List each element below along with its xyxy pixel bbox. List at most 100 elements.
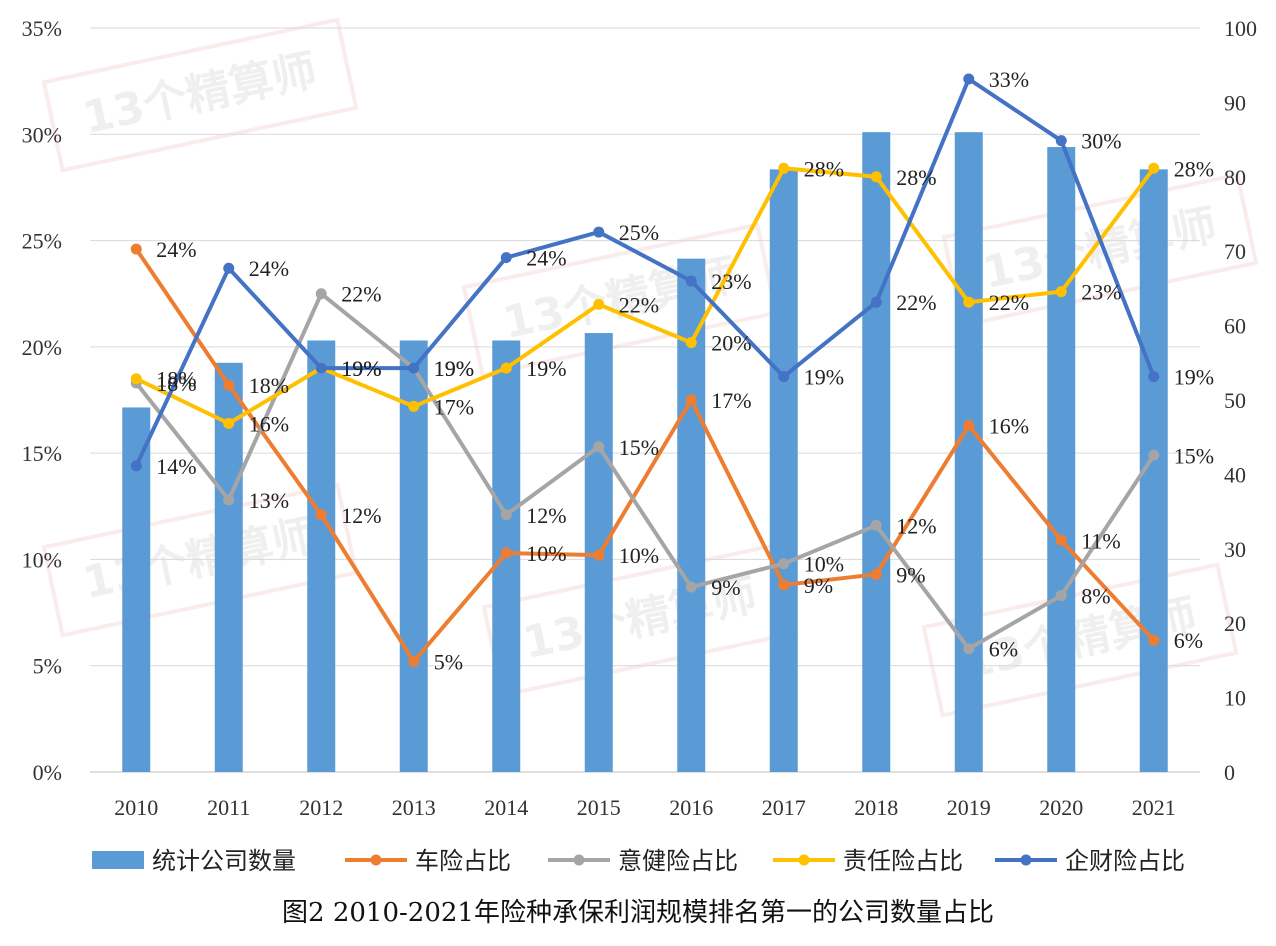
chart-caption: 图2 2010-2021年险种承保利润规模排名第一的公司数量占比 <box>282 898 994 928</box>
bar-2018 <box>862 132 891 772</box>
data-label-0-2014: 10% <box>526 541 566 566</box>
point-0-2017 <box>778 579 790 591</box>
point-0-2021 <box>1148 634 1160 646</box>
data-label-3-2021: 19% <box>1174 365 1214 390</box>
right-tick-label: 100 <box>1224 16 1257 41</box>
left-tick-label: 15% <box>22 441 62 466</box>
data-label-2-2010: 18% <box>156 367 196 392</box>
left-tick-label: 0% <box>33 760 62 785</box>
data-label-1-2017: 10% <box>804 552 844 577</box>
point-2-2015 <box>593 298 605 310</box>
legend-marker <box>573 854 585 866</box>
data-label-2-2018: 28% <box>896 165 936 190</box>
watermark-frame <box>461 222 779 378</box>
data-label-1-2016: 9% <box>711 575 740 600</box>
legend-item-3: 责任险占比 <box>773 847 963 875</box>
x-tick-label-2021: 2021 <box>1132 795 1176 820</box>
data-label-3-2010: 14% <box>156 454 196 479</box>
point-0-2013 <box>408 655 420 667</box>
right-tick-label: 70 <box>1224 239 1246 264</box>
right-tick-label: 40 <box>1224 462 1246 487</box>
data-label-2-2021: 28% <box>1174 156 1214 181</box>
x-tick-label-2010: 2010 <box>114 795 158 820</box>
data-label-3-2020: 30% <box>1081 129 1121 154</box>
legend-label: 统计公司数量 <box>152 847 296 875</box>
watermark-frame <box>41 17 359 173</box>
data-label-0-2016: 17% <box>711 388 751 413</box>
legend-marker <box>798 854 810 866</box>
point-3-2018 <box>870 296 882 308</box>
point-2-2013 <box>408 400 420 412</box>
data-label-2-2016: 20% <box>711 331 751 356</box>
line-0 <box>134 247 1156 664</box>
point-1-2015 <box>593 441 605 453</box>
data-label-0-2015: 10% <box>619 543 659 568</box>
x-tick-label-2015: 2015 <box>577 795 621 820</box>
point-1-2012 <box>315 288 327 300</box>
point-3-2017 <box>778 371 790 383</box>
left-tick-label: 35% <box>22 16 62 41</box>
data-label-0-2017: 9% <box>804 573 833 598</box>
point-0-2015 <box>593 549 605 561</box>
bar-2013 <box>399 340 428 772</box>
right-tick-label: 20 <box>1224 611 1246 636</box>
data-label-2-2012: 19% <box>341 356 381 381</box>
point-1-2020 <box>1055 590 1067 602</box>
data-label-3-2011: 24% <box>249 256 289 281</box>
data-label-2-2019: 22% <box>989 290 1029 315</box>
data-label-3-2018: 22% <box>896 290 936 315</box>
point-3-2015 <box>593 226 605 238</box>
point-3-2021 <box>1148 371 1160 383</box>
data-label-1-2018: 12% <box>896 513 936 538</box>
watermark-frame <box>41 482 359 638</box>
point-0-2014 <box>500 547 512 559</box>
data-label-2-2013: 17% <box>434 394 474 419</box>
point-0-2012 <box>315 509 327 521</box>
data-label-3-2016: 23% <box>711 269 751 294</box>
data-labels: 24% 18% 12% 5% 10% 10% 17% 9% 9% 16% 11% 6% 18% 13% 22… <box>156 67 1214 674</box>
data-label-3-2015: 25% <box>619 220 659 245</box>
legend-label: 企财险占比 <box>1065 847 1185 875</box>
data-label-3-2017: 19% <box>804 365 844 390</box>
data-label-0-2021: 6% <box>1174 628 1203 653</box>
right-tick-label: 80 <box>1224 165 1246 190</box>
x-tick-label-2017: 2017 <box>762 795 806 820</box>
legend-label: 车险占比 <box>415 847 511 875</box>
right-tick-label: 50 <box>1224 388 1246 413</box>
data-label-0-2011: 18% <box>249 373 289 398</box>
point-1-2017 <box>778 558 790 570</box>
bar-2020 <box>1047 147 1076 773</box>
point-2-2010 <box>130 373 142 385</box>
point-2-2021 <box>1148 162 1160 174</box>
bar-2016 <box>677 258 706 772</box>
x-tick-label-2011: 2011 <box>207 795 250 820</box>
axes: 0% 5% 10% 15% 20% 25% 30% 35% 0 10 20 30 40 50 60 70 80 9… <box>22 16 1257 820</box>
point-1-2011 <box>223 494 235 506</box>
line-series <box>130 73 1160 667</box>
data-label-1-2014: 12% <box>526 503 566 528</box>
left-tick-label: 25% <box>22 229 62 254</box>
legend-item-4: 企财险占比 <box>995 847 1185 875</box>
line-1 <box>134 291 1156 651</box>
watermark: 13个精算师 <box>41 17 359 173</box>
data-label-1-2010: 18% <box>156 371 196 396</box>
legend-marker <box>370 854 382 866</box>
data-label-0-2019: 16% <box>989 414 1029 439</box>
legend-label: 意健险占比 <box>618 847 738 875</box>
legend-marker <box>1020 854 1032 866</box>
gridlines <box>90 27 1200 773</box>
point-3-2011 <box>223 262 235 274</box>
right-tick-label: 0 <box>1224 760 1235 785</box>
point-0-2010 <box>130 243 142 255</box>
point-3-2016 <box>685 275 697 287</box>
data-label-3-2014: 24% <box>526 246 566 271</box>
point-0-2019 <box>963 420 975 432</box>
x-tick-label-2020: 2020 <box>1039 795 1083 820</box>
data-label-3-2012: 19% <box>341 356 381 381</box>
point-3-2019 <box>963 73 975 85</box>
data-label-2-2017: 28% <box>804 156 844 181</box>
point-1-2018 <box>870 519 882 531</box>
point-0-2016 <box>685 394 697 406</box>
left-tick-label: 20% <box>22 335 62 360</box>
